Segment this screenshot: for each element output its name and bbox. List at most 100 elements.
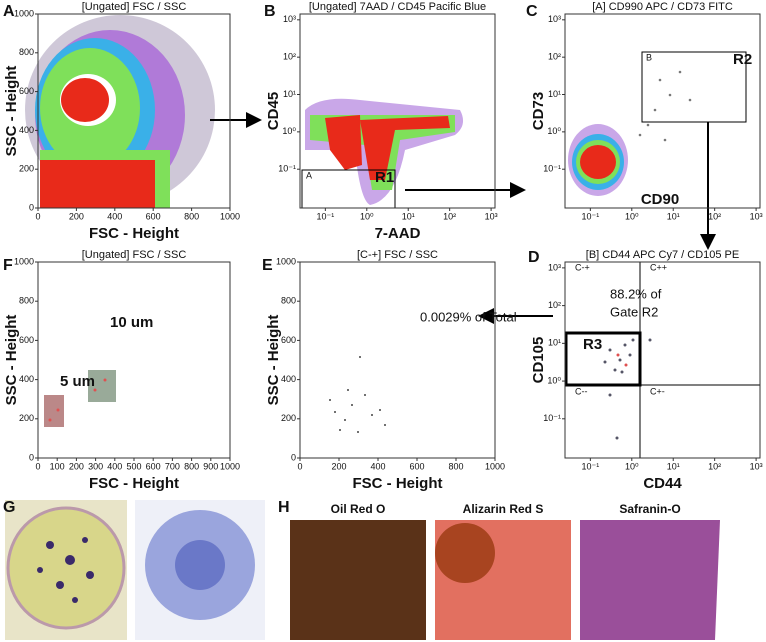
- panel-letter: A: [3, 3, 15, 20]
- panel-title: [Ungated] 7AAD / CD45 Pacific Blue: [309, 1, 486, 13]
- panel-letter: F: [3, 257, 13, 274]
- stain-label: Safranin-O: [619, 502, 680, 516]
- x-tick-label: 300: [88, 461, 103, 471]
- x-tick-label: 800: [184, 461, 199, 471]
- x-tick-label: 1000: [485, 461, 505, 471]
- x-axis-label: FSC - Height: [89, 225, 179, 242]
- panel-title: [B] CD44 APC Cy7 / CD105 PE: [586, 249, 739, 261]
- arrows: [210, 112, 716, 324]
- y-tick-label: 600: [19, 335, 34, 345]
- y-tick-label: 10²: [548, 300, 561, 310]
- annotation: C-+: [575, 262, 590, 272]
- y-tick-label: 0: [29, 202, 34, 212]
- annotation: 5 um: [60, 373, 95, 390]
- x-tick-label: 10³: [750, 211, 763, 221]
- y-tick-label: 800: [281, 296, 296, 306]
- x-tick-label: 400: [107, 211, 122, 221]
- x-tick-label: 800: [184, 211, 199, 221]
- x-tick-label: 10⁰: [625, 461, 639, 471]
- x-tick-label: 600: [146, 461, 161, 471]
- y-tick-label: 10⁻¹: [543, 413, 561, 423]
- x-axis-label: FSC - Height: [353, 475, 443, 492]
- dots-e: [329, 356, 386, 433]
- y-tick-label: 10²: [283, 52, 296, 62]
- y-axis-label: SSC - Height: [3, 315, 20, 406]
- panel-letter: D: [528, 249, 540, 266]
- annotation: B: [646, 52, 652, 62]
- x-tick-label: 10²: [708, 461, 721, 471]
- panel-letter: B: [264, 3, 276, 20]
- y-tick-label: 10⁻¹: [278, 164, 296, 174]
- x-tick-label: 700: [165, 461, 180, 471]
- x-tick-label: 10¹: [667, 461, 680, 471]
- panel-title: [Ungated] FSC / SSC: [82, 249, 187, 261]
- y-tick-label: 1000: [276, 256, 296, 266]
- annotation: C+-: [650, 386, 665, 396]
- y-tick-label: 200: [281, 413, 296, 423]
- plot-frame: [299, 13, 496, 209]
- annotation: 10 um: [110, 314, 153, 331]
- y-tick-label: 10¹: [283, 89, 296, 99]
- x-tick-label: 400: [107, 461, 122, 471]
- x-tick-label: 10⁰: [360, 211, 374, 221]
- panel-letter: G: [3, 499, 15, 516]
- y-tick-label: 400: [19, 374, 34, 384]
- y-axis-label: SSC - Height: [3, 66, 20, 157]
- y-tick-label: 600: [19, 86, 34, 96]
- x-tick-label: 1000: [220, 461, 240, 471]
- x-tick-label: 10³: [485, 211, 498, 221]
- y-tick-label: 10²: [548, 52, 561, 62]
- panel-title: [A] CD990 APC / CD73 FITC: [592, 1, 733, 13]
- stain-label: Alizarin Red S: [463, 502, 544, 516]
- plot-frame: [564, 261, 761, 459]
- x-tick-label: 10¹: [402, 211, 415, 221]
- x-axis-label: CD44: [643, 475, 682, 492]
- y-tick-label: 10⁰: [282, 126, 296, 136]
- annotation: R3: [583, 336, 602, 353]
- x-axis-label: 7-AAD: [375, 225, 421, 242]
- stain-label: Oil Red O: [331, 502, 386, 516]
- x-tick-label: 10⁻¹: [316, 211, 334, 221]
- y-axis-label: CD105: [530, 337, 547, 384]
- plot-frame: [37, 261, 231, 459]
- x-tick-label: 800: [448, 461, 463, 471]
- y-tick-label: 10⁰: [547, 375, 561, 385]
- x-tick-label: 500: [126, 461, 141, 471]
- x-tick-label: 400: [370, 461, 385, 471]
- panel-title: [C-+] FSC / SSC: [357, 249, 438, 261]
- annotation: R2: [733, 51, 752, 68]
- y-tick-label: 10³: [548, 262, 561, 272]
- x-axis-label: FSC - Height: [89, 475, 179, 492]
- plot-frame: [564, 13, 761, 209]
- x-tick-label: 10²: [443, 211, 456, 221]
- plot-frame: [37, 13, 231, 209]
- annotation: A: [306, 170, 312, 180]
- density-d: [564, 262, 760, 458]
- x-tick-label: 1000: [220, 211, 240, 221]
- density-b: [301, 98, 464, 209]
- y-tick-label: 400: [281, 374, 296, 384]
- y-tick-label: 400: [19, 125, 34, 135]
- panel-title: [Ungated] FSC / SSC: [82, 1, 187, 13]
- y-tick-label: 10³: [283, 14, 296, 24]
- y-tick-label: 10¹: [548, 338, 561, 348]
- y-tick-label: 10³: [548, 14, 561, 24]
- photos: [5, 500, 720, 640]
- y-tick-label: 800: [19, 47, 34, 57]
- x-tick-label: 10⁰: [625, 211, 639, 221]
- x-tick-label: 0: [297, 461, 302, 471]
- x-tick-label: 10²: [708, 211, 721, 221]
- y-tick-label: 10⁰: [547, 126, 561, 136]
- annotation: C--: [575, 386, 588, 396]
- density-c: [568, 51, 747, 196]
- x-tick-label: 0: [35, 461, 40, 471]
- annotation: C++: [650, 262, 667, 272]
- y-tick-label: 1000: [14, 256, 34, 266]
- y-tick-label: 800: [19, 296, 34, 306]
- y-tick-label: 0: [291, 452, 296, 462]
- x-tick-label: 10⁻¹: [581, 461, 599, 471]
- x-tick-label: 600: [146, 211, 161, 221]
- x-tick-label: 100: [50, 461, 65, 471]
- x-tick-label: 200: [69, 211, 84, 221]
- y-tick-label: 0: [29, 452, 34, 462]
